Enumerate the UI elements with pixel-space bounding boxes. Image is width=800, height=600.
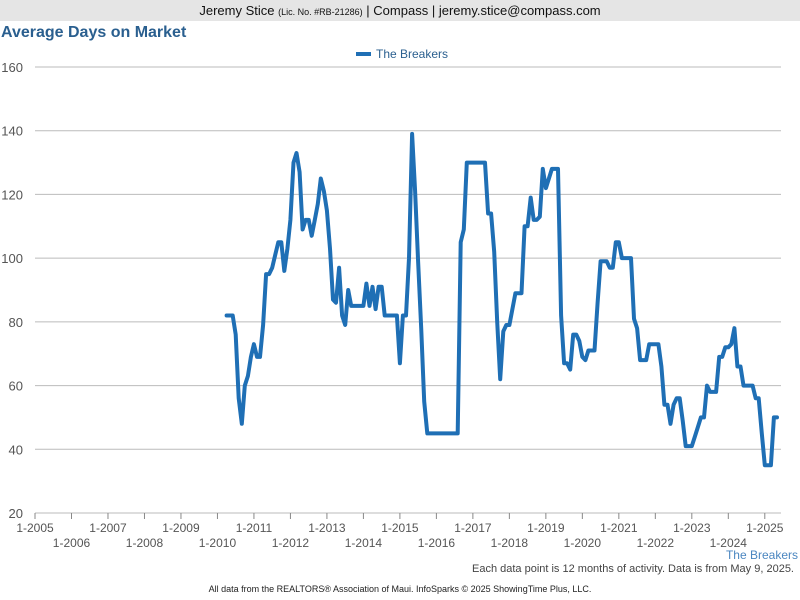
x-tick-label: 1-2009 <box>162 521 200 535</box>
x-tick-label: 1-2005 <box>16 521 54 535</box>
x-tick-label: 1-2012 <box>272 536 310 550</box>
data-credits: All data from the REALTORS® Association … <box>208 584 592 594</box>
x-tick-label: 1-2021 <box>600 521 638 535</box>
x-tick-label: 1-2014 <box>345 536 383 550</box>
y-tick-label: 140 <box>1 124 23 139</box>
y-tick-label: 80 <box>9 315 23 330</box>
header-bar: Jeremy Stice (Lic. No. #RB-21286) | Comp… <box>0 0 800 21</box>
chart-title: Average Days on Market <box>1 24 187 41</box>
header-separator: | <box>366 3 370 18</box>
x-tick-label: 1-2020 <box>564 536 602 550</box>
x-tick-label: 1-2022 <box>637 536 675 550</box>
agent-name: Jeremy Stice <box>199 3 275 18</box>
x-axis-series-label: The Breakers <box>726 548 798 562</box>
x-tick-label: 1-2017 <box>454 521 492 535</box>
x-tick-label: 1-2023 <box>673 521 711 535</box>
x-tick-label: 1-2011 <box>236 521 273 535</box>
license-number: (Lic. No. #RB-21286) <box>278 7 363 17</box>
x-tick-label: 1-2024 <box>710 536 748 550</box>
x-tick-label: 1-2025 <box>746 521 784 535</box>
y-tick-label: 160 <box>1 60 23 75</box>
x-tick-label: 1-2019 <box>527 521 565 535</box>
x-tick-label: 1-2018 <box>491 536 529 550</box>
y-tick-label: 100 <box>1 251 23 266</box>
y-tick-label: 120 <box>1 187 23 202</box>
header-separator: | <box>431 3 436 18</box>
y-tick-label: 40 <box>9 442 23 457</box>
x-tick-label: 1-2010 <box>199 536 237 550</box>
x-tick-label: 1-2013 <box>308 521 346 535</box>
y-tick-label: 20 <box>9 506 23 521</box>
series-line <box>224 131 779 468</box>
agent-email[interactable]: jeremy.stice@compass.com <box>438 3 601 18</box>
x-tick-label: 1-2007 <box>89 521 127 535</box>
x-tick-label: 1-2008 <box>126 536 164 550</box>
footnote: Each data point is 12 months of activity… <box>471 563 794 575</box>
x-tick-label: 1-2015 <box>381 521 419 535</box>
company-name: Compass <box>373 3 429 18</box>
x-tick-label: 1-2016 <box>418 536 456 550</box>
x-tick-label: 1-2006 <box>53 536 91 550</box>
y-tick-label: 60 <box>9 379 23 394</box>
legend-label: The Breakers <box>376 47 448 61</box>
